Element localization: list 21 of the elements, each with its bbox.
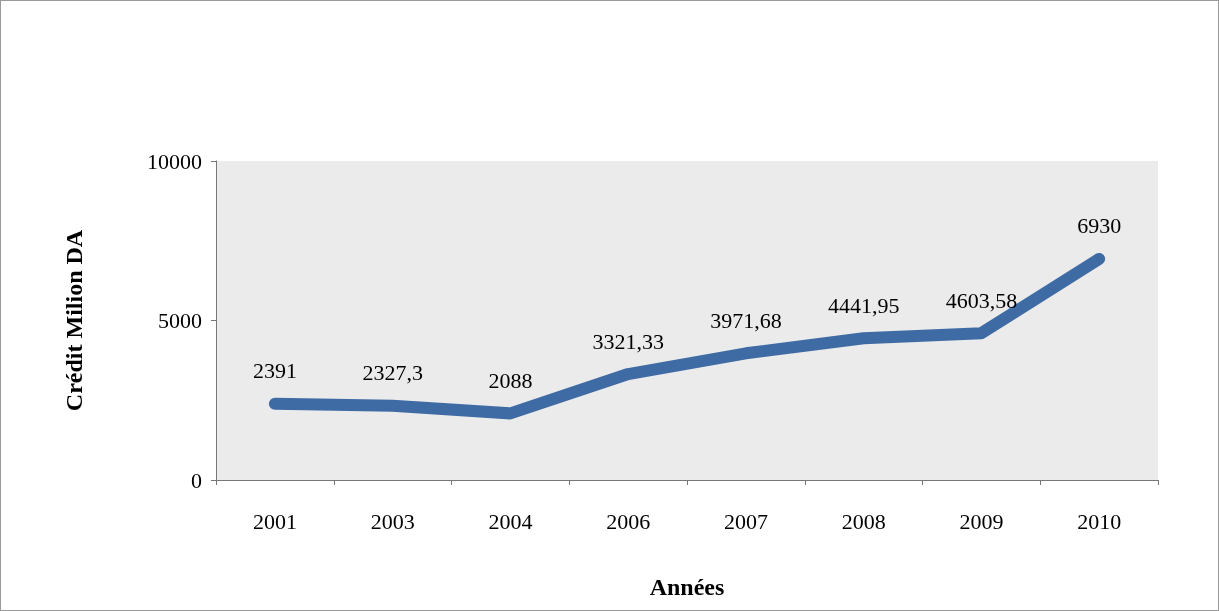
- data-label: 3971,68: [710, 307, 782, 333]
- data-label: 6930: [1077, 213, 1122, 239]
- x-tick-label: 2001: [252, 508, 297, 534]
- data-label: 4441,95: [827, 292, 900, 318]
- x-tick-label: 2004: [488, 508, 533, 534]
- y-tick-label: 0: [191, 467, 202, 493]
- data-label: 3321,33: [592, 328, 664, 354]
- x-tick-label: 2010: [1077, 508, 1122, 534]
- data-label: 4603,58: [945, 287, 1018, 313]
- x-tick-label: 2007: [723, 508, 768, 534]
- y-tick-label: 5000: [158, 308, 202, 333]
- x-axis-title: Années: [649, 574, 725, 600]
- y-tick-label: 10000: [147, 148, 202, 174]
- y-axis-title: Crédit Milion DA: [61, 229, 87, 412]
- x-tick-label: 2003: [370, 508, 415, 534]
- x-tick-label: 2009: [959, 508, 1004, 534]
- data-label: 2391: [252, 358, 297, 384]
- x-tick-label: 2008: [841, 508, 886, 534]
- data-label: 2088: [488, 367, 533, 393]
- data-label: 2327,3: [362, 360, 423, 386]
- x-tick-label: 2006: [606, 508, 651, 534]
